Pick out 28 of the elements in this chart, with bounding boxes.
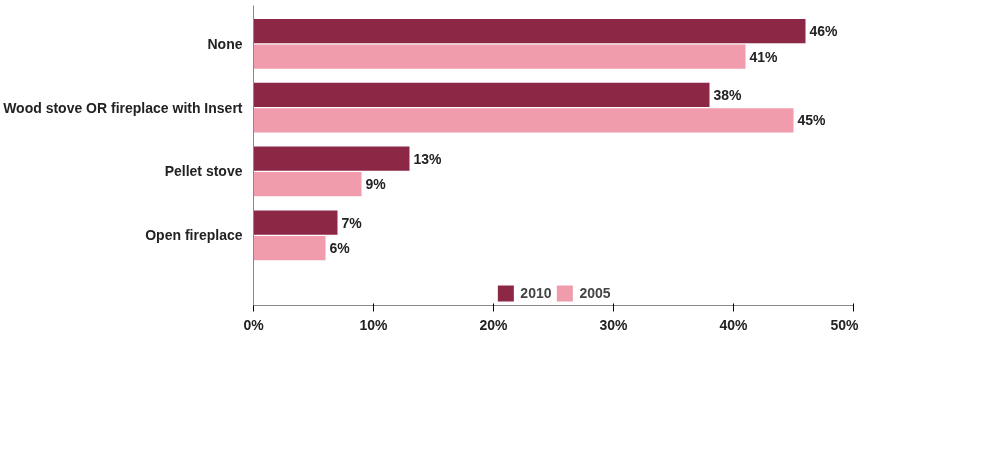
x-tick-label: 30% (599, 316, 629, 333)
y-tick-label: None (207, 35, 243, 52)
data-label: 7% (341, 214, 363, 231)
data-label: 6% (329, 240, 351, 257)
bar (253, 172, 362, 197)
y-tick-label: Wood stove OR fireplace with Insert (3, 99, 243, 116)
y-tick-label: Pellet stove (164, 163, 243, 180)
bar (253, 235, 326, 261)
x-tick-label: 0% (243, 316, 265, 333)
data-label: 45% (797, 112, 827, 129)
x-tick-label: 20% (479, 316, 509, 333)
data-label: 9% (365, 176, 387, 193)
data-label: 41% (749, 48, 779, 65)
bar (253, 108, 794, 133)
bar (253, 18, 806, 44)
data-label: 46% (809, 23, 839, 40)
legend-label: 2010 (520, 285, 552, 301)
data-label: 13% (413, 150, 443, 167)
data-label: 38% (713, 86, 743, 103)
bar (253, 82, 710, 107)
bar (253, 210, 338, 235)
x-tick-label: 10% (359, 316, 389, 333)
legend-label: 2005 (579, 285, 611, 301)
x-tick-label: 40% (719, 316, 749, 333)
bar (253, 146, 410, 171)
y-tick-label: Open fireplace (145, 227, 243, 244)
bar (253, 44, 746, 69)
x-tick-label: 50% (830, 316, 860, 333)
